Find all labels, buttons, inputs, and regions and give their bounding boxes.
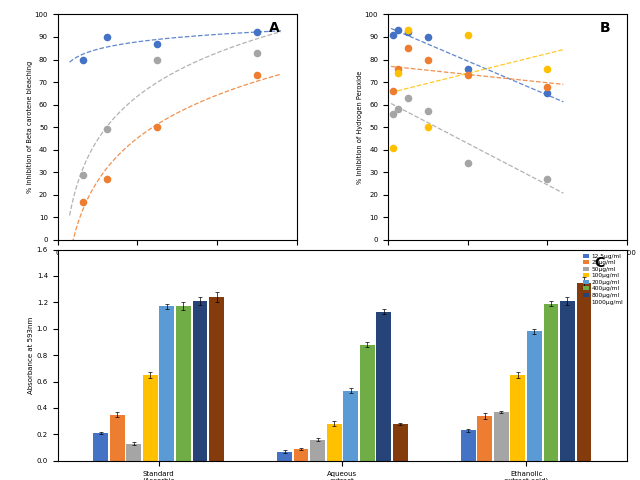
Gallic acid xyxy=(393,26,403,34)
Aqueous Extract xyxy=(422,108,433,115)
Ascorbic acid xyxy=(388,87,398,95)
Bar xyxy=(326,424,342,461)
Aqueous Extract xyxy=(393,105,403,113)
Gallic acid xyxy=(463,65,473,72)
Standard (BHA) xyxy=(102,33,113,41)
Ethanol extract xyxy=(388,144,398,151)
Bar xyxy=(376,312,391,461)
Gallic acid xyxy=(542,89,552,97)
Bar xyxy=(527,332,542,461)
Standard (BHA) xyxy=(77,56,88,63)
Bar xyxy=(294,449,308,461)
X-axis label: Concentration (µg/ml): Concentration (µg/ml) xyxy=(135,257,220,266)
Text: A: A xyxy=(269,21,280,35)
Bar xyxy=(209,297,224,461)
Bar xyxy=(511,375,525,461)
Ascorbic acid xyxy=(403,45,413,52)
Gallic acid xyxy=(422,33,433,41)
Bar xyxy=(360,345,374,461)
Bar xyxy=(494,412,509,461)
Ethanol extract xyxy=(542,65,552,72)
Legend: 12.5µg/ml, 25µg/ml, 50µg/ml, 100µg/ml, 200µg/ml, 400µg/ml, 800µg/ml, 1000µg/ml: 12.5µg/ml, 25µg/ml, 50µg/ml, 100µg/ml, 2… xyxy=(582,252,624,306)
Ascorbic acid xyxy=(463,72,473,79)
Ethanolic extract xyxy=(102,126,113,133)
Bar xyxy=(560,301,575,461)
Ascorbic acid xyxy=(542,83,552,90)
Bar xyxy=(143,375,158,461)
Bar xyxy=(159,306,174,461)
Aqueous extract xyxy=(77,198,88,205)
Gallic acid xyxy=(388,31,398,38)
Legend: Gallic acid, Ascorbic acid, Aqueous Extract, Ethanol extract: Gallic acid, Ascorbic acid, Aqueous Extr… xyxy=(451,337,564,355)
Aqueous Extract xyxy=(463,159,473,167)
Ethanol extract xyxy=(403,26,413,34)
Gallic acid xyxy=(403,29,413,36)
Bar xyxy=(93,433,108,461)
Aqueous extract xyxy=(252,72,262,79)
Aqueous Extract xyxy=(403,94,413,102)
Standard (BHA) xyxy=(252,29,262,36)
Bar xyxy=(343,391,358,461)
Text: C: C xyxy=(594,256,604,270)
Ethanol extract xyxy=(463,31,473,38)
Ethanol extract xyxy=(393,69,403,77)
Text: B: B xyxy=(600,21,611,35)
Bar xyxy=(393,424,408,461)
Y-axis label: % inhibition of Beta carotene bleaching: % inhibition of Beta carotene bleaching xyxy=(27,61,33,193)
X-axis label: Concentration (µg/ml): Concentration (µg/ml) xyxy=(465,257,550,266)
Standard (BHA) xyxy=(152,40,163,48)
Ascorbic acid xyxy=(393,65,403,72)
Bar xyxy=(110,415,125,461)
Bar xyxy=(310,440,325,461)
Bar xyxy=(193,301,207,461)
Bar xyxy=(477,416,492,461)
Aqueous Extract xyxy=(388,110,398,118)
Legend: Standard (BHA), Aqueous extract, Ethanolic extract: Standard (BHA), Aqueous extract, Ethanol… xyxy=(115,337,239,355)
Bar xyxy=(461,431,476,461)
Bar xyxy=(277,452,292,461)
Aqueous Extract xyxy=(542,175,552,183)
Ethanolic extract xyxy=(252,49,262,57)
Ascorbic acid xyxy=(422,56,433,63)
Bar xyxy=(543,304,558,461)
Ethanolic extract xyxy=(77,171,88,179)
Ethanol extract xyxy=(422,123,433,131)
Ethanolic extract xyxy=(152,56,163,63)
Y-axis label: % Inhibition of Hydrogen Peroxide: % Inhibition of Hydrogen Peroxide xyxy=(357,71,364,184)
Y-axis label: Absorbance at 593nm: Absorbance at 593nm xyxy=(28,317,34,394)
Bar xyxy=(176,306,191,461)
Bar xyxy=(127,444,141,461)
Aqueous extract xyxy=(102,175,113,183)
Aqueous extract xyxy=(152,123,163,131)
Bar xyxy=(577,283,591,461)
